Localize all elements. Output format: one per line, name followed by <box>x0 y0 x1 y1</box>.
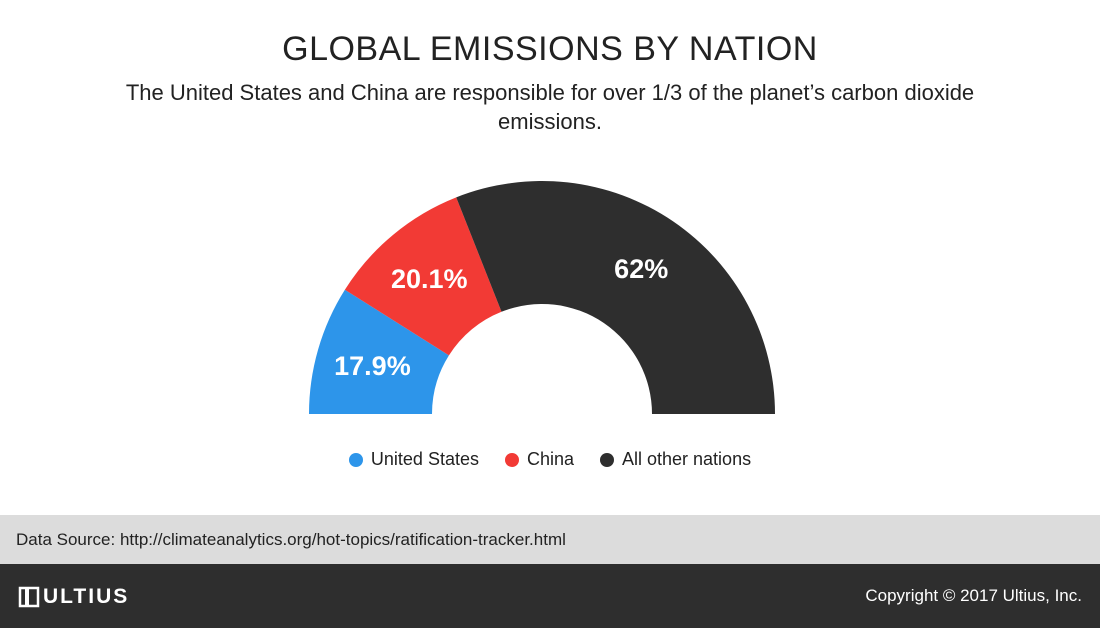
label-other-nations: 62% <box>614 254 668 284</box>
label-united-states: 17.9% <box>334 351 411 381</box>
footer: ULTIUS Copyright © 2017 Ultius, Inc. <box>0 564 1100 628</box>
page-title: GLOBAL EMISSIONS BY NATION <box>282 30 818 68</box>
legend-swatch-united-states <box>348 452 363 467</box>
ultius-logo-icon <box>18 586 40 608</box>
source-bar: Data Source: http://climateanalytics.org… <box>0 515 1100 564</box>
slice-china <box>344 197 502 356</box>
legend-label-china: China <box>526 449 574 469</box>
legend-label-other-nations: All other nations <box>622 449 752 469</box>
page-subtitle: The United States and China are responsi… <box>125 80 975 134</box>
chart-legend: United States China All other nations <box>0 449 1100 470</box>
slice-united-states <box>309 289 449 414</box>
legend-swatch-china <box>504 452 519 467</box>
legend-item-other-nations: All other nations <box>600 449 751 470</box>
legend-item-china: China <box>504 449 574 470</box>
legend-item-united-states: United States <box>348 449 479 470</box>
logo-text: ULTIUS <box>43 585 130 608</box>
ultius-logo: ULTIUS <box>18 585 129 609</box>
legend-label-united-states: United States <box>370 449 479 469</box>
slice-other-nations <box>456 181 775 414</box>
data-source-text: Data Source: http://climateanalytics.org… <box>16 529 566 549</box>
label-china: 20.1% <box>391 264 468 294</box>
legend-swatch-other-nations <box>600 452 614 467</box>
copyright-text: Copyright © 2017 Ultius, Inc. <box>865 586 1082 605</box>
